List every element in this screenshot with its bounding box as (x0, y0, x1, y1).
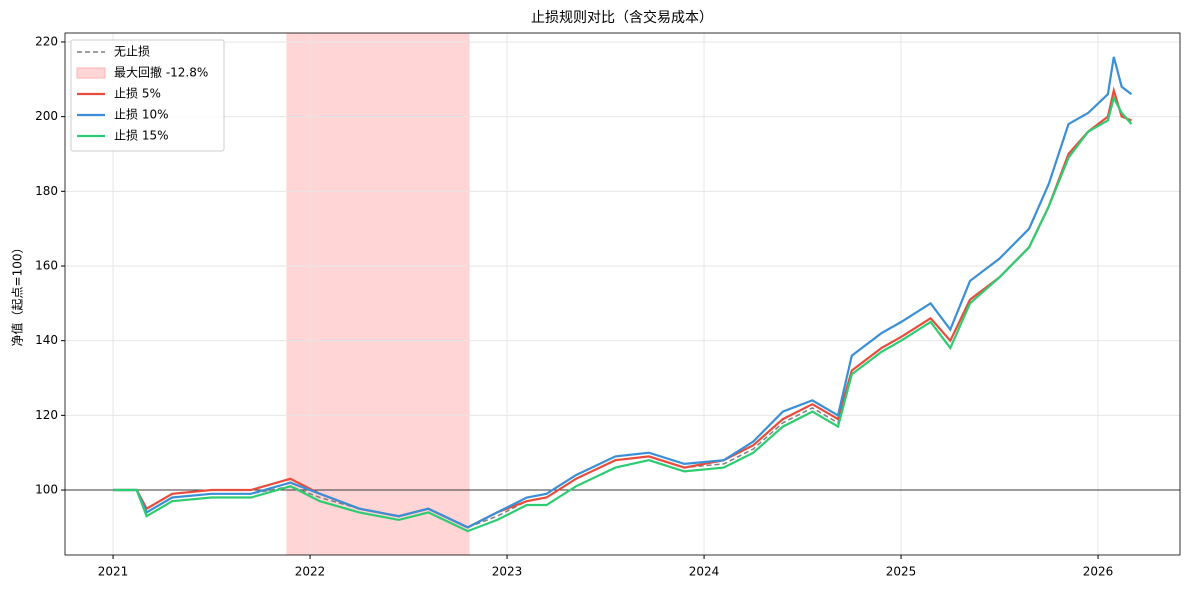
y-tick-label: 200 (35, 109, 58, 123)
chart-title: 止损规则对比（含交易成本） (531, 9, 713, 26)
y-tick-label: 180 (35, 184, 58, 198)
y-tick-label: 220 (35, 34, 58, 48)
legend-label: 无止损 (114, 45, 150, 59)
x-tick-label: 2025 (886, 565, 917, 579)
legend-box (70, 39, 225, 152)
x-tick-label: 2024 (689, 565, 720, 579)
y-tick-label: 120 (35, 408, 58, 422)
legend-label: 止损 5% (114, 87, 161, 101)
legend-patch (76, 67, 106, 79)
x-tick-label: 2021 (98, 565, 129, 579)
x-tick-label: 2022 (295, 565, 326, 579)
legend-label: 最大回撤 -12.8% (114, 65, 208, 80)
plot-frame (64, 32, 1181, 556)
y-axis-label: 净值（起点=100） (10, 242, 25, 347)
y-tick-label: 160 (35, 258, 58, 272)
legend-label: 止损 10% (114, 108, 169, 122)
series-line (113, 56, 1133, 529)
y-tick-label: 100 (35, 483, 58, 497)
legend-label: 止损 15% (114, 129, 169, 143)
x-tick-label: 2026 (1083, 565, 1114, 579)
y-tick-label: 140 (35, 333, 58, 347)
drawdown-span (286, 33, 470, 555)
series-line (113, 94, 1133, 533)
series-line (113, 87, 1132, 529)
x-tick-label: 2023 (492, 565, 523, 579)
series-line (113, 86, 1132, 529)
